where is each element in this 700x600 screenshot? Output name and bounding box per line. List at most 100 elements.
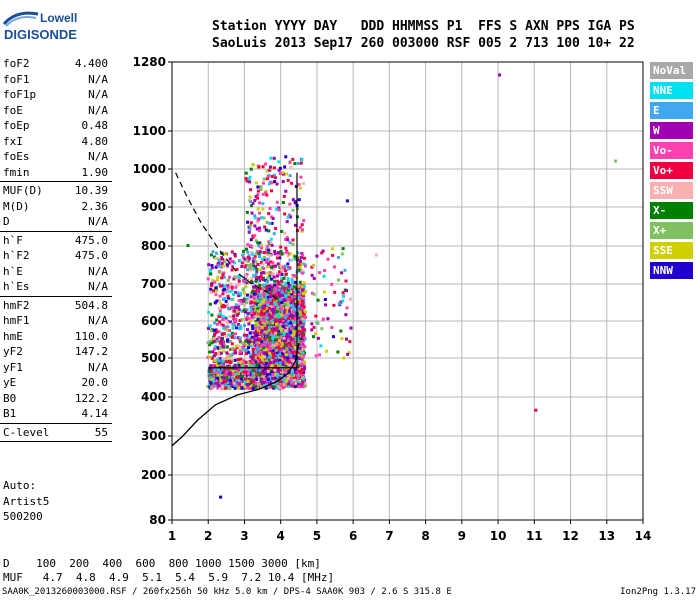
echo-point bbox=[235, 267, 239, 271]
echo-point bbox=[258, 279, 262, 283]
echo-point bbox=[221, 359, 225, 363]
echo-point bbox=[233, 336, 237, 340]
echo-point bbox=[251, 318, 255, 322]
echo-point bbox=[249, 266, 253, 270]
echo-point bbox=[288, 330, 292, 334]
echo-point bbox=[286, 279, 290, 283]
echo-point bbox=[287, 326, 291, 330]
echo-point bbox=[214, 383, 218, 387]
echo-point bbox=[262, 285, 266, 289]
echo-point bbox=[283, 377, 287, 381]
echo-point bbox=[279, 337, 283, 341]
echo-point bbox=[208, 302, 212, 306]
echo-point bbox=[276, 386, 280, 390]
echo-point bbox=[289, 336, 293, 340]
echo-point bbox=[220, 332, 224, 336]
echo-point bbox=[223, 359, 227, 363]
echo-point bbox=[302, 305, 306, 309]
echo-point bbox=[231, 346, 235, 350]
echo-point bbox=[300, 382, 304, 386]
param-label: foE bbox=[3, 103, 23, 117]
echo-point bbox=[276, 251, 280, 255]
echo-point bbox=[225, 356, 229, 360]
echo-point bbox=[316, 298, 320, 302]
echo-point bbox=[257, 255, 261, 259]
echo-point bbox=[239, 326, 243, 330]
echo-point bbox=[262, 381, 266, 385]
echo-point bbox=[264, 364, 268, 368]
echo-point bbox=[219, 351, 223, 355]
echo-point bbox=[266, 333, 270, 337]
echo-point bbox=[265, 220, 269, 224]
echo-point bbox=[278, 298, 282, 302]
echo-point bbox=[297, 336, 301, 340]
echo-point bbox=[291, 208, 295, 212]
echo-point bbox=[326, 317, 330, 321]
echo-point bbox=[264, 327, 268, 331]
legend-item-x: X+ bbox=[650, 222, 693, 239]
echo-point bbox=[252, 274, 256, 278]
param-row-foes: foEs N/A bbox=[0, 149, 112, 165]
echo-point bbox=[242, 372, 246, 376]
echo-point bbox=[294, 184, 298, 188]
echo-point bbox=[265, 265, 269, 269]
echo-point bbox=[218, 346, 222, 350]
echo-point bbox=[303, 351, 307, 355]
echo-point bbox=[225, 258, 229, 262]
echo-point bbox=[284, 283, 288, 287]
echo-point bbox=[290, 277, 294, 281]
echo-point bbox=[275, 322, 279, 326]
echo-point bbox=[229, 334, 233, 338]
echo-point bbox=[246, 268, 250, 272]
echo-point bbox=[285, 250, 289, 254]
echo-point bbox=[280, 279, 284, 283]
echo-point bbox=[255, 353, 259, 357]
echo-point bbox=[241, 361, 245, 365]
echo-point bbox=[291, 359, 295, 363]
echo-point bbox=[284, 364, 288, 368]
echo-point bbox=[235, 309, 239, 313]
echo-point bbox=[276, 357, 280, 361]
y-tick-label: 200 bbox=[141, 468, 166, 482]
x-tick-label: 3 bbox=[240, 529, 248, 543]
echo-point bbox=[280, 268, 284, 272]
echo-point bbox=[245, 343, 249, 347]
echo-point bbox=[225, 345, 229, 349]
echo-point bbox=[253, 301, 257, 305]
echo-point bbox=[277, 252, 281, 256]
echo-point bbox=[268, 182, 272, 186]
echo-point bbox=[258, 300, 262, 304]
echo-point bbox=[254, 349, 258, 353]
param-value: 4.14 bbox=[81, 407, 109, 420]
echo-point bbox=[279, 307, 283, 311]
echo-point bbox=[349, 326, 353, 330]
echo-point bbox=[267, 318, 271, 322]
echo-point bbox=[221, 385, 225, 389]
echo-point bbox=[300, 344, 304, 348]
echo-point bbox=[258, 296, 262, 300]
echo-point bbox=[265, 337, 269, 341]
echo-point bbox=[280, 291, 284, 295]
echo-point bbox=[231, 326, 235, 330]
echo-point bbox=[289, 327, 293, 331]
echo-point bbox=[266, 252, 270, 256]
echo-point bbox=[227, 306, 231, 310]
echo-point bbox=[299, 319, 303, 323]
echo-point bbox=[290, 338, 294, 342]
echo-point bbox=[263, 342, 267, 346]
echo-point bbox=[293, 331, 297, 335]
echo-point bbox=[219, 284, 223, 288]
echo-point bbox=[289, 378, 293, 382]
echo-point bbox=[257, 226, 261, 230]
echo-point bbox=[221, 376, 225, 380]
echo-point bbox=[287, 382, 291, 386]
echo-point bbox=[274, 330, 278, 334]
y-tick-label: 500 bbox=[141, 351, 166, 365]
echo-point bbox=[290, 285, 294, 289]
echo-point bbox=[253, 331, 257, 335]
echo-point bbox=[278, 364, 282, 368]
param-row-hmf1: hmF1 N/A bbox=[0, 313, 112, 329]
echo-point bbox=[284, 172, 288, 176]
echo-point bbox=[280, 354, 284, 358]
echo-point bbox=[257, 309, 261, 313]
